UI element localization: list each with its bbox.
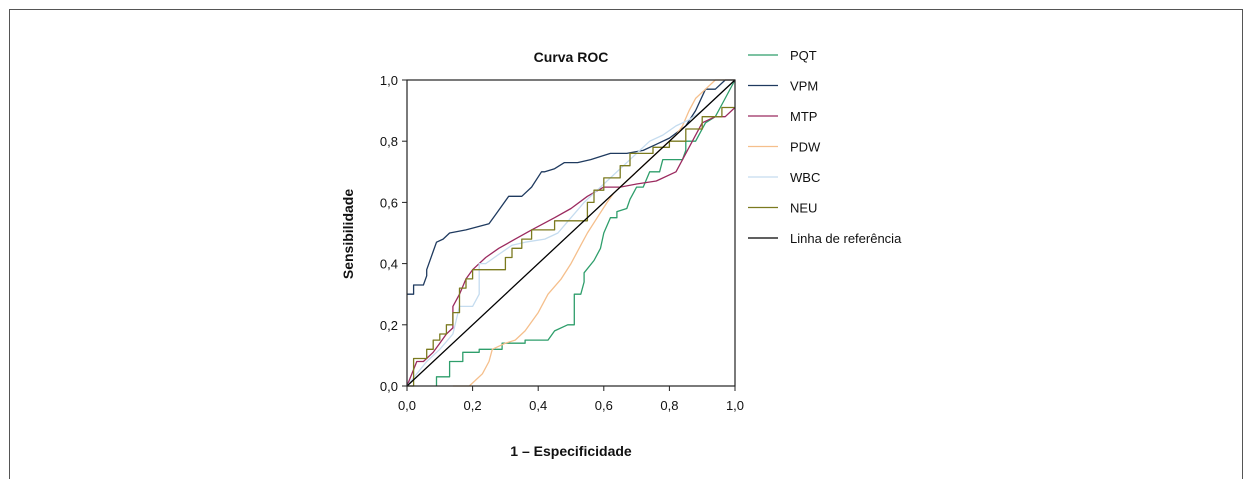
legend-label: MTP: [790, 109, 817, 124]
y-tick-label: 0,8: [380, 134, 398, 149]
legend-item-pdw: PDW: [748, 140, 821, 155]
y-tick-label: 0,6: [380, 195, 398, 210]
series-line-vpm: [407, 79, 735, 295]
axes: 0,0 0,2 0,4 0,6 0,8 1,0 0,0 0,2 0,4 0,6 0,8 1,0: [380, 73, 744, 413]
plot-area: [406, 79, 736, 387]
legend-label: Linha de referência: [790, 231, 902, 246]
legend-label: PDW: [790, 140, 821, 155]
series-line-pdw: [452, 79, 735, 387]
legend-label: NEU: [790, 201, 817, 216]
y-tick-label: 1,0: [380, 73, 398, 88]
legend-item-mtp: MTP: [748, 109, 817, 124]
chart-frame: [9, 9, 1243, 479]
y-tick-label: 0,4: [380, 257, 398, 272]
x-tick-label: 0,6: [595, 398, 613, 413]
legend-label: VPM: [790, 79, 818, 94]
legend-item-vpm: VPM: [748, 79, 818, 94]
y-tick-label: 0,0: [380, 379, 398, 394]
y-tick-label: 0,2: [380, 318, 398, 333]
series-line-wbc: [406, 79, 736, 387]
x-tick-label: 0,4: [529, 398, 547, 413]
legend-item-pqt: PQT: [748, 48, 817, 63]
legend-item-linha-de-referencia: Linha de referência: [748, 231, 902, 246]
x-axis-label: 1 – Especificidade: [510, 443, 632, 459]
series-line-pqt: [435, 79, 736, 386]
legend-item-wbc: WBC: [748, 170, 820, 185]
legend: PQT VPM MTP PDW WBC NEU Linha de referência: [748, 48, 902, 246]
legend-item-neu: NEU: [748, 201, 817, 216]
series-line-neu: [407, 106, 735, 387]
x-tick-label: 0,8: [660, 398, 678, 413]
series-line-mtp: [406, 107, 736, 387]
y-axis-label: Sensibilidade: [340, 189, 356, 279]
plot-border: [406, 79, 736, 387]
legend-label: WBC: [790, 170, 820, 185]
x-tick-label: 0,2: [464, 398, 482, 413]
x-tick-label: 0,0: [398, 398, 416, 413]
series-line-linha-de-referencia: [406, 79, 736, 387]
x-tick-label: 1,0: [726, 398, 744, 413]
chart-title: Curva ROC: [534, 49, 609, 65]
legend-label: PQT: [790, 48, 817, 63]
